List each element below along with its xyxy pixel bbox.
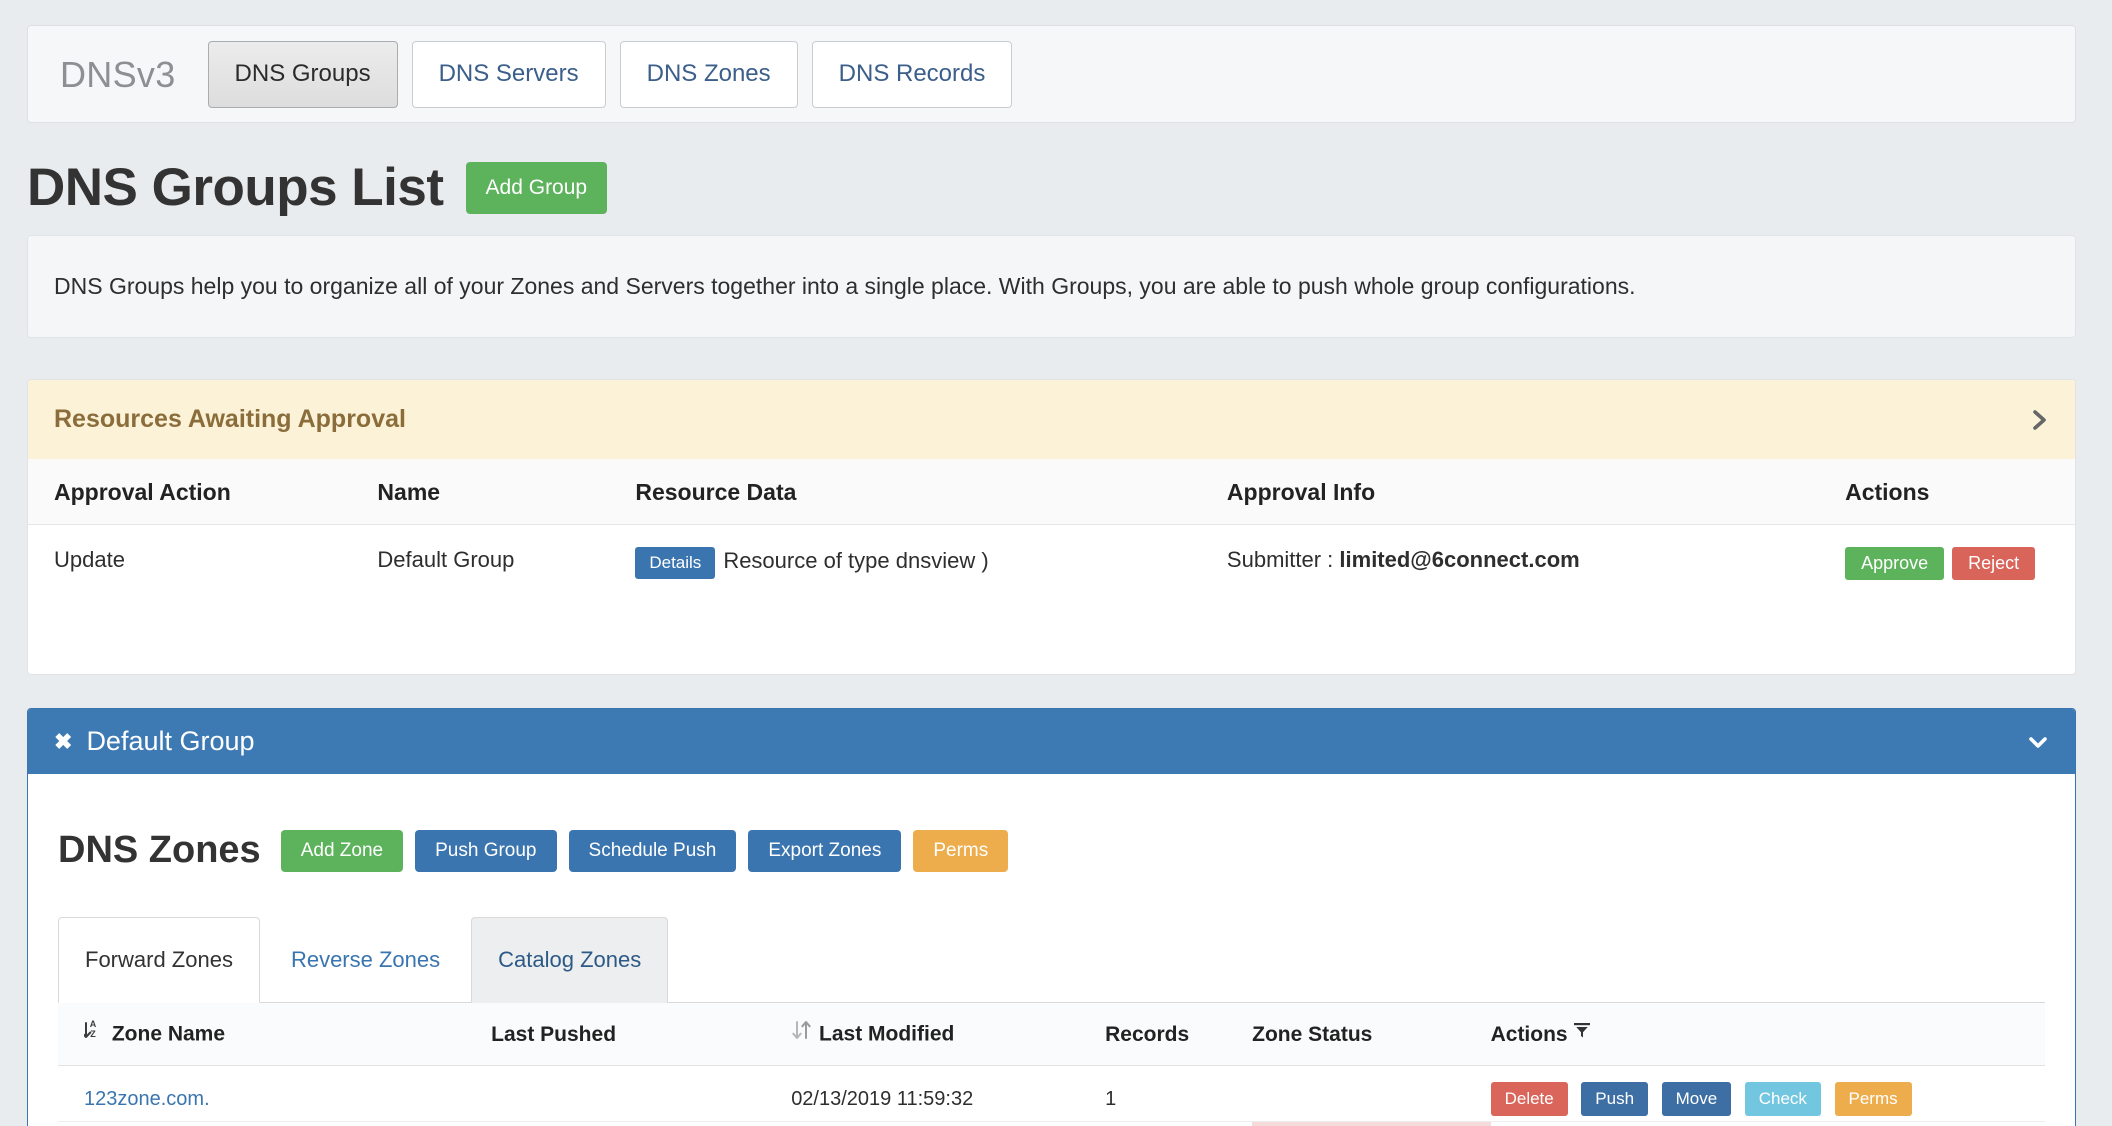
svg-text:Z: Z <box>90 1029 96 1039</box>
svg-text:A: A <box>90 1019 97 1029</box>
